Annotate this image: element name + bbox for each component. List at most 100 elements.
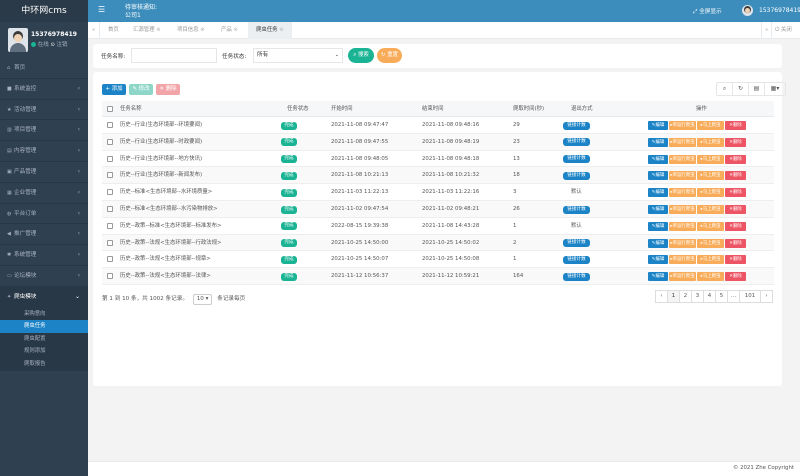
- row-crawl-now-button[interactable]: ▸马上爬虫: [697, 238, 724, 248]
- row-run-crawler-button[interactable]: ▸单运行爬虫: [669, 137, 696, 147]
- row-delete-button[interactable]: ✕删除: [725, 205, 746, 214]
- row-checkbox[interactable]: [107, 256, 113, 263]
- page-button[interactable]: 4: [703, 290, 716, 303]
- table-row[interactable]: 历史--行业(生态环境部--时政要闻) 完成 2021-11-08 09:47:55…: [102, 133, 774, 151]
- sidebar-item[interactable]: ▥ 项目管理 ‹: [0, 120, 88, 142]
- row-crawl-now-button[interactable]: ▸马上爬虫: [697, 205, 724, 214]
- row-delete-button[interactable]: ✕删除: [725, 137, 746, 147]
- row-edit-button[interactable]: ✎编辑: [648, 238, 668, 248]
- table-row[interactable]: 历史--行业(生态环境部--地方快讯) 完成 2021-11-08 09:48:05…: [102, 151, 774, 168]
- row-edit-button[interactable]: ✎编辑: [648, 171, 668, 181]
- tabs-scroll-left-icon[interactable]: «: [88, 22, 100, 39]
- refresh-icon[interactable]: ↻: [733, 83, 749, 95]
- task-status-select[interactable]: 所有 ⌄: [253, 48, 343, 63]
- row-crawl-now-button[interactable]: ▸马上爬虫: [697, 188, 724, 198]
- tab-home[interactable]: 首页: [108, 27, 119, 33]
- sidebar-subitem[interactable]: 爬取报告: [0, 357, 88, 371]
- row-edit-button[interactable]: ✎编辑: [648, 255, 668, 265]
- row-run-crawler-button[interactable]: ▸单运行爬虫: [669, 221, 696, 231]
- row-crawl-now-button[interactable]: ▸马上爬虫: [697, 137, 724, 147]
- brand-logo[interactable]: 中环网cms: [0, 0, 88, 22]
- sidebar-item[interactable]: ■ 系统监控 ‹: [0, 79, 88, 100]
- row-run-crawler-button[interactable]: ▸单运行爬虫: [669, 171, 696, 181]
- search-button[interactable]: ⌕ 搜索: [348, 48, 374, 63]
- row-checkbox[interactable]: [107, 172, 113, 179]
- col-start-time[interactable]: 开始时间: [331, 106, 353, 112]
- delete-button[interactable]: ✕ 删除: [156, 84, 180, 95]
- close-tabs-menu[interactable]: ⏻ 关闭: [771, 22, 792, 39]
- sidebar-item[interactable]: ▣ 产品管理 ‹: [0, 162, 88, 183]
- row-delete-button[interactable]: ✕删除: [725, 188, 746, 198]
- row-checkbox[interactable]: [107, 138, 113, 145]
- sidebar-subitem[interactable]: 规则添加: [0, 345, 88, 358]
- table-row[interactable]: 历史--标准<生态环境部--水环境质量> 完成 2021-11-03 11:22:1…: [102, 184, 774, 201]
- col-task-name[interactable]: 任务名称: [120, 106, 142, 112]
- toggle-view-icon[interactable]: ▤: [749, 83, 765, 95]
- row-run-crawler-button[interactable]: ▸单运行爬虫: [669, 121, 696, 130]
- row-edit-button[interactable]: ✎编辑: [648, 154, 668, 164]
- avatar[interactable]: [8, 28, 28, 52]
- table-row[interactable]: 历史--政策--法规<生态环境部--法律> 完成 2021-11-12 10:56:…: [102, 268, 774, 285]
- top-username[interactable]: 15376978419: [759, 7, 800, 14]
- sidebar-subitem[interactable]: 爬虫配置: [0, 332, 88, 346]
- columns-icon[interactable]: ▦▾: [770, 85, 780, 92]
- sidebar-item[interactable]: ⌂ 首页: [0, 58, 88, 79]
- sidebar-item[interactable]: ◀ 推广管理 ‹: [0, 224, 88, 246]
- table-row[interactable]: 历史--政策--法规<生态环境部--规章> 完成 2021-10-25 14:50:…: [102, 251, 774, 269]
- row-edit-button[interactable]: ✎编辑: [648, 137, 668, 147]
- row-delete-button[interactable]: ✕删除: [725, 255, 746, 265]
- tab-close-icon[interactable]: ⊗: [279, 27, 284, 33]
- row-delete-button[interactable]: ✕删除: [725, 221, 746, 231]
- table-row[interactable]: 历史--标准<生态环境部--水污染物排放> 完成 2021-11-02 09:47:…: [102, 201, 774, 218]
- row-edit-button[interactable]: ✎编辑: [648, 272, 668, 282]
- table-row[interactable]: 历史--行业(生态环境部--新闻发布) 完成 2021-11-08 10:21:13…: [102, 167, 774, 185]
- row-edit-button[interactable]: ✎编辑: [648, 205, 668, 214]
- row-delete-button[interactable]: ✕删除: [725, 238, 746, 248]
- row-run-crawler-button[interactable]: ▸单运行爬虫: [669, 272, 696, 282]
- sidebar-subitem[interactable]: 采购意向: [0, 307, 88, 321]
- row-run-crawler-button[interactable]: ▸单运行爬虫: [669, 188, 696, 198]
- next-page-icon[interactable]: ›: [760, 290, 773, 303]
- sidebar-item[interactable]: ▤ 内容管理 ‹: [0, 141, 88, 162]
- sidebar-item[interactable]: ▦ 企业管理 ‹: [0, 183, 88, 204]
- row-checkbox[interactable]: [107, 122, 113, 128]
- table-row[interactable]: 历史--政策--法规<生态环境部--行政法规> 完成 2021-10-25 14:5…: [102, 234, 774, 252]
- row-edit-button[interactable]: ✎编辑: [648, 121, 668, 130]
- sidebar-subitem[interactable]: 爬虫任务: [0, 320, 88, 333]
- fullscreen-button[interactable]: ⤢ 全屏显示: [693, 7, 722, 16]
- col-end-time[interactable]: 结束时间: [422, 106, 444, 112]
- row-checkbox[interactable]: [107, 189, 113, 196]
- row-delete-button[interactable]: ✕删除: [725, 272, 746, 282]
- row-delete-button[interactable]: ✕删除: [725, 154, 746, 164]
- sidebar-item[interactable]: ✱ 系统管理 ‹: [0, 245, 88, 266]
- logout-link[interactable]: 注销: [56, 42, 68, 48]
- tab-product[interactable]: 产品 ⊗: [221, 27, 238, 33]
- row-crawl-now-button[interactable]: ▸马上爬虫: [697, 154, 724, 164]
- sidebar-item[interactable]: ★ 活动管理 ‹: [0, 100, 88, 121]
- row-delete-button[interactable]: ✕删除: [725, 171, 746, 181]
- sidebar-item[interactable]: ◍ 平台订单 ‹: [0, 204, 88, 225]
- tab-close-icon[interactable]: ⊗: [233, 27, 238, 33]
- row-crawl-now-button[interactable]: ▸马上爬虫: [697, 121, 724, 130]
- row-delete-button[interactable]: ✕删除: [725, 121, 746, 130]
- edit-button[interactable]: ✎ 修改: [129, 84, 153, 95]
- row-checkbox[interactable]: [107, 206, 113, 212]
- tabs-scroll-right-icon[interactable]: »: [761, 22, 771, 39]
- tab-close-icon[interactable]: ⊗: [200, 27, 205, 33]
- table-row[interactable]: 历史--政策--标准<生态环境部--标准发布> 完成 2022-08-15 19:3…: [102, 218, 774, 235]
- row-crawl-now-button[interactable]: ▸马上爬虫: [697, 272, 724, 282]
- row-crawl-now-button[interactable]: ▸马上爬虫: [697, 171, 724, 181]
- add-button[interactable]: + 添加: [102, 84, 126, 95]
- col-task-status[interactable]: 任务状态: [287, 106, 309, 112]
- row-edit-button[interactable]: ✎编辑: [648, 221, 668, 231]
- table-row[interactable]: 历史--行业(生态环境部--环境要闻) 完成 2021-11-08 09:47:47…: [102, 117, 774, 134]
- row-checkbox[interactable]: [107, 273, 113, 280]
- row-checkbox[interactable]: [107, 155, 113, 162]
- page-button[interactable]: 1: [667, 290, 680, 303]
- select-all-checkbox[interactable]: [107, 106, 113, 112]
- sidebar-item[interactable]: ▭ 论坛模块 ‹: [0, 266, 88, 287]
- row-run-crawler-button[interactable]: ▸单运行爬虫: [669, 154, 696, 164]
- row-crawl-now-button[interactable]: ▸马上爬虫: [697, 221, 724, 231]
- row-edit-button[interactable]: ✎编辑: [648, 188, 668, 198]
- row-run-crawler-button[interactable]: ▸单运行爬虫: [669, 205, 696, 214]
